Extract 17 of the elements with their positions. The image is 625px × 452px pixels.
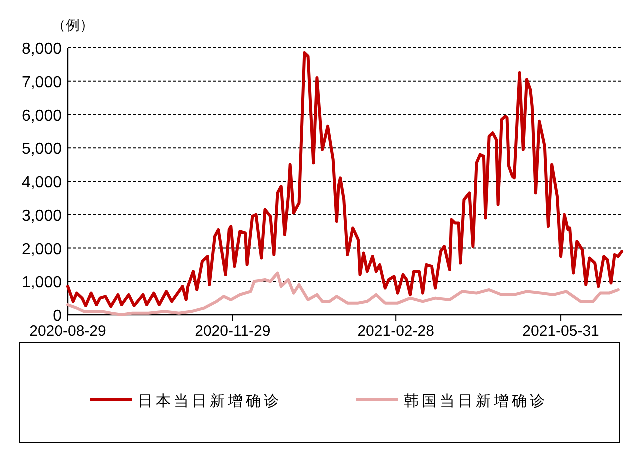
x-tick-label: 2021-02-28	[358, 323, 434, 340]
y-tick-label: 4,000	[22, 174, 62, 192]
legend-label: 韩国当日新增确诊	[404, 393, 548, 410]
y-tick-label: 7,000	[22, 74, 62, 92]
y-tick-label: 6,000	[22, 108, 62, 125]
y-tick-label: 8,000	[22, 41, 62, 58]
x-tick-label: 2020-11-29	[195, 323, 271, 340]
y-tick-label: 5,000	[22, 141, 62, 158]
y-tick-label: 3,000	[22, 208, 62, 225]
y-tick-label: 2,000	[22, 241, 62, 258]
y-tick-label: 0	[53, 308, 62, 325]
y-tick-label: 1,000	[22, 274, 62, 292]
x-tick-label: 2020-08-29	[30, 323, 106, 340]
y-axis-title: （例）	[52, 17, 94, 33]
line-series	[66, 52, 624, 308]
legend-label: 日本当日新增确诊	[138, 393, 282, 410]
x-tick-label: 2021-05-31	[522, 323, 600, 340]
